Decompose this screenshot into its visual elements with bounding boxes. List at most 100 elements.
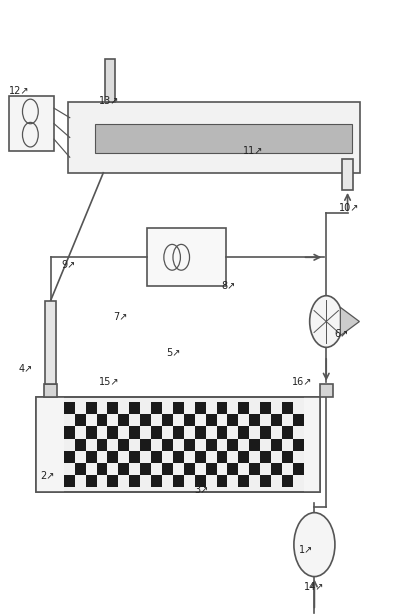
Text: 6↗: 6↗ xyxy=(334,329,348,339)
Bar xyxy=(249,463,260,476)
Bar xyxy=(140,439,151,451)
Bar xyxy=(118,463,129,476)
Bar xyxy=(249,414,260,426)
Text: 10↗: 10↗ xyxy=(339,203,360,213)
Bar xyxy=(107,451,118,463)
Bar xyxy=(107,402,118,414)
Bar xyxy=(86,402,97,414)
Bar xyxy=(36,397,320,492)
Bar xyxy=(173,402,184,414)
Bar xyxy=(46,301,56,384)
Bar xyxy=(206,463,217,476)
Bar xyxy=(64,476,75,487)
Bar xyxy=(173,426,184,439)
Text: 9↗: 9↗ xyxy=(62,260,76,270)
Bar xyxy=(64,426,75,439)
Bar xyxy=(238,476,249,487)
Text: 7↗: 7↗ xyxy=(113,312,128,322)
Bar xyxy=(162,414,173,426)
Bar xyxy=(238,402,249,414)
Bar xyxy=(320,384,333,397)
Text: 12↗: 12↗ xyxy=(10,86,30,96)
Bar xyxy=(129,402,140,414)
Bar xyxy=(217,476,227,487)
Text: 13↗: 13↗ xyxy=(99,97,119,107)
Bar xyxy=(86,426,97,439)
Bar xyxy=(140,414,151,426)
Bar xyxy=(293,414,304,426)
Bar xyxy=(217,426,227,439)
Bar xyxy=(342,160,353,190)
Circle shape xyxy=(310,296,343,347)
Bar xyxy=(129,426,140,439)
Bar xyxy=(36,397,320,492)
Bar xyxy=(184,439,195,451)
Bar xyxy=(9,96,54,152)
Bar xyxy=(64,402,75,414)
Bar xyxy=(304,397,320,492)
Bar xyxy=(97,414,107,426)
Bar xyxy=(195,476,206,487)
Bar xyxy=(107,476,118,487)
Text: 3↗: 3↗ xyxy=(194,485,208,495)
Bar xyxy=(129,451,140,463)
Text: 8↗: 8↗ xyxy=(221,281,235,291)
Bar xyxy=(282,451,293,463)
Text: 1↗: 1↗ xyxy=(299,545,313,555)
Bar xyxy=(107,426,118,439)
Bar xyxy=(260,426,271,439)
Bar xyxy=(118,439,129,451)
Bar xyxy=(260,402,271,414)
Bar xyxy=(64,451,75,463)
Bar xyxy=(206,439,217,451)
Bar xyxy=(260,476,271,487)
Bar xyxy=(151,402,162,414)
Bar xyxy=(282,476,293,487)
Bar xyxy=(151,476,162,487)
Bar xyxy=(162,439,173,451)
Text: 5↗: 5↗ xyxy=(166,349,181,359)
Text: 4↗: 4↗ xyxy=(19,365,33,375)
Bar xyxy=(217,451,227,463)
Bar xyxy=(140,463,151,476)
Bar xyxy=(217,402,227,414)
Bar xyxy=(184,463,195,476)
Text: 11↗: 11↗ xyxy=(244,145,264,156)
Bar xyxy=(271,439,282,451)
Bar xyxy=(97,463,107,476)
Bar xyxy=(75,414,86,426)
Bar xyxy=(260,451,271,463)
Bar xyxy=(173,451,184,463)
Bar xyxy=(282,426,293,439)
Bar xyxy=(97,439,107,451)
Bar xyxy=(227,463,238,476)
Bar xyxy=(151,451,162,463)
Bar xyxy=(118,414,129,426)
Bar xyxy=(68,102,360,172)
Circle shape xyxy=(294,513,335,577)
Bar xyxy=(195,451,206,463)
Bar xyxy=(151,426,162,439)
Bar xyxy=(293,463,304,476)
Bar xyxy=(36,397,64,492)
Bar xyxy=(227,414,238,426)
Bar xyxy=(206,414,217,426)
Bar xyxy=(75,439,86,451)
Bar xyxy=(271,414,282,426)
Text: 14↗: 14↗ xyxy=(304,582,324,592)
Bar xyxy=(195,426,206,439)
Bar xyxy=(129,476,140,487)
Bar xyxy=(105,59,115,102)
Text: 16↗: 16↗ xyxy=(292,376,312,387)
Bar xyxy=(238,451,249,463)
Bar xyxy=(249,439,260,451)
Bar xyxy=(173,476,184,487)
Bar xyxy=(86,476,97,487)
Bar xyxy=(75,463,86,476)
Bar xyxy=(195,402,206,414)
Bar xyxy=(95,124,352,153)
Bar xyxy=(184,414,195,426)
Text: 15↗: 15↗ xyxy=(99,376,119,387)
Bar xyxy=(44,384,57,397)
Bar xyxy=(282,402,293,414)
